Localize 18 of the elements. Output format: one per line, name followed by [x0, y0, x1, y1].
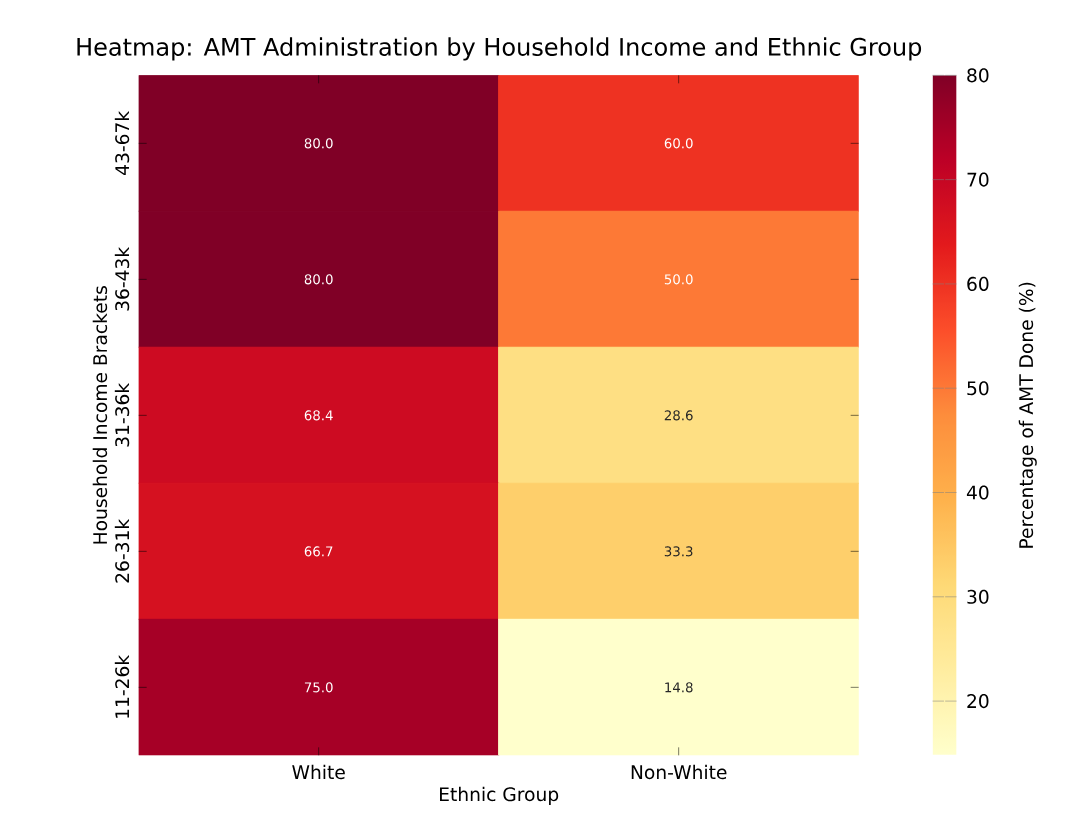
- y-tick-label: 31-36k: [114, 382, 130, 447]
- color-bar-label: 50: [967, 381, 989, 396]
- color-bar-label: 70: [967, 172, 989, 187]
- color-bar-label: 80: [967, 68, 989, 83]
- y-tick-label: 36-43k: [114, 246, 130, 311]
- chart-title: Heatmap: AMT Administration by Household Income and Ethnic Group: [77, 37, 922, 61]
- color-bar-title: Percentage of AMT Done (%): [1018, 282, 1037, 548]
- y-tick-label: 43-67k: [114, 110, 130, 175]
- x-tick-label: White: [292, 764, 345, 780]
- x-tick-label: Non-White: [631, 764, 727, 780]
- color-bar-label: 30: [967, 589, 989, 604]
- color-bar-label: 60: [967, 276, 989, 291]
- x-axis-title: Ethnic Group: [440, 786, 559, 805]
- y-axis-title: Household Income Brackets: [92, 286, 108, 544]
- color-bar-label: 20: [967, 694, 989, 709]
- color-bar-label: 40: [966, 485, 989, 500]
- y-tick-label: 11-26k: [114, 654, 130, 718]
- y-tick-label: 26-31k: [114, 518, 130, 583]
